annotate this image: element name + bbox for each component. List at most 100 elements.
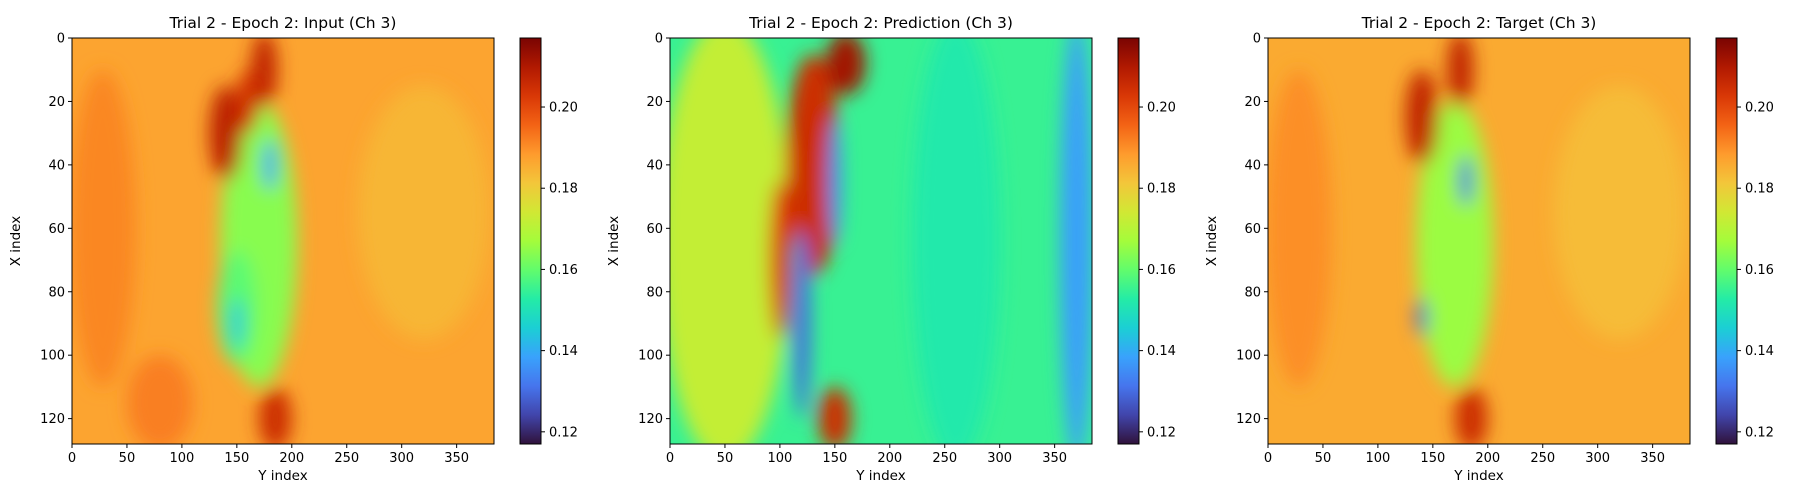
y-tick-label: 0: [655, 32, 663, 47]
x-axis-label: Y index: [257, 468, 307, 484]
heatmap-feature: [768, 180, 791, 340]
chart-title: Trial 2 - Epoch 2: Prediction (Ch 3): [748, 14, 1013, 32]
x-tick-label: 200: [279, 451, 304, 466]
y-tick-label: 120: [638, 412, 663, 427]
x-tick-label: 100: [767, 451, 792, 466]
heatmap-feature: [826, 38, 866, 96]
x-tick-label: 150: [822, 451, 847, 466]
x-axis-label: Y index: [1453, 468, 1503, 484]
y-tick-label: 40: [1244, 158, 1261, 173]
x-tick-label: 0: [666, 451, 674, 466]
colorbar-tick-label: 0.14: [1745, 344, 1774, 359]
heatmap-feature: [1060, 38, 1092, 444]
x-tick-label: 250: [1530, 451, 1555, 466]
x-tick-label: 150: [1420, 451, 1445, 466]
x-axis-label: Y index: [855, 468, 905, 484]
heatmap-feature: [1553, 85, 1686, 340]
y-tick-label: 60: [646, 222, 663, 237]
heatmap-svg: Trial 2 - Epoch 2: Input (Ch 3) 0 50 100 150…: [8, 14, 578, 484]
colorbar-tick-label: 0.16: [549, 263, 578, 278]
heatmap-feature: [785, 53, 841, 276]
y-tick-label: 40: [48, 158, 65, 173]
chart-title: Trial 2 - Epoch 2: Input (Ch 3): [169, 14, 397, 32]
x-tick-label: 200: [1475, 451, 1500, 466]
y-tick-label: 60: [48, 222, 65, 237]
colorbar-tick-label: 0.16: [1745, 263, 1774, 278]
axes-frame: [71, 37, 495, 445]
chart-title: Trial 2 - Epoch 2: Target (Ch 3): [1361, 14, 1597, 32]
heatmap-feature: [231, 298, 243, 349]
colorbar-tick-label: 0.20: [1147, 101, 1176, 116]
colorbar-tick-label: 0.16: [1147, 263, 1176, 278]
heatmap-feature: [828, 117, 842, 245]
heatmap-panel-1: Trial 2 - Epoch 2: Input (Ch 3) 0 50 100 150…: [0, 0, 600, 500]
heatmap-feature: [236, 69, 259, 134]
x-tick-label: 100: [169, 451, 194, 466]
x-tick-label: 0: [68, 451, 76, 466]
y-tick-label: 20: [1244, 95, 1261, 110]
colorbar: [1715, 37, 1738, 445]
y-tick-label: 20: [48, 95, 65, 110]
heatmap-feature: [126, 355, 193, 444]
y-tick-label: 0: [57, 32, 65, 47]
colorbar-tick-label: 0.18: [549, 182, 578, 197]
heatmap-feature: [1405, 69, 1439, 165]
y-tick-label: 40: [646, 158, 663, 173]
heatmap-field: [1268, 38, 1690, 444]
x-tick-label: 300: [987, 451, 1012, 466]
x-tick-label: 350: [1042, 451, 1067, 466]
y-axis-label: X index: [8, 216, 24, 266]
colorbar-tick-label: 0.14: [1147, 344, 1176, 359]
x-tick-label: 300: [389, 451, 414, 466]
x-tick-label: 150: [224, 451, 249, 466]
x-tick-label: 50: [119, 451, 136, 466]
heatmap-feature: [258, 386, 292, 444]
x-tick-label: 100: [1365, 451, 1390, 466]
axes-frame: [1267, 37, 1691, 445]
y-tick-label: 80: [646, 285, 663, 300]
heatmap-feature: [72, 69, 136, 387]
colorbar-tick-label: 0.12: [1745, 425, 1774, 440]
x-tick-label: 0: [1264, 451, 1272, 466]
x-tick-label: 50: [1315, 451, 1332, 466]
heatmap-feature: [1416, 298, 1428, 337]
heatmap-feature: [911, 38, 1000, 444]
heatmap-feature: [1454, 386, 1488, 444]
heatmap-feature: [818, 386, 852, 444]
heatmap-panel-3: Trial 2 - Epoch 2: Target (Ch 3) 0 50 100 15…: [1196, 0, 1796, 500]
y-axis-label: X index: [1204, 216, 1220, 266]
y-axis-label: X index: [606, 216, 622, 266]
x-tick-label: 200: [877, 451, 902, 466]
heatmap-svg: Trial 2 - Epoch 2: Prediction (Ch 3) 0 50 1…: [606, 14, 1176, 484]
y-tick-label: 120: [1236, 412, 1261, 427]
y-tick-label: 100: [1236, 349, 1261, 364]
x-tick-label: 350: [444, 451, 469, 466]
x-tick-label: 350: [1640, 451, 1665, 466]
y-tick-label: 120: [40, 412, 65, 427]
x-tick-label: 250: [932, 451, 957, 466]
y-tick-label: 80: [1244, 285, 1261, 300]
heatmap-panel-2: Trial 2 - Epoch 2: Prediction (Ch 3) 0 50 1…: [598, 0, 1198, 500]
heatmap-field: [72, 38, 494, 444]
y-tick-label: 80: [48, 285, 65, 300]
colorbar-tick-label: 0.14: [549, 344, 578, 359]
heatmap-feature: [670, 38, 791, 444]
heatmap-feature: [209, 85, 243, 181]
colorbar-tick-label: 0.18: [1147, 182, 1176, 197]
heatmap-feature: [1416, 101, 1494, 387]
y-tick-label: 60: [1244, 222, 1261, 237]
y-tick-label: 100: [638, 349, 663, 364]
heatmap-feature: [793, 228, 811, 419]
heatmap-svg: Trial 2 - Epoch 2: Target (Ch 3) 0 50 100 15…: [1204, 14, 1774, 484]
heatmap-feature: [1459, 155, 1473, 207]
y-tick-label: 20: [646, 95, 663, 110]
colorbar-tick-label: 0.18: [1745, 182, 1774, 197]
colorbar-tick-label: 0.20: [549, 101, 578, 116]
x-tick-label: 250: [334, 451, 359, 466]
colorbar-tick-label: 0.12: [549, 425, 578, 440]
colorbar-tick-label: 0.20: [1745, 101, 1774, 116]
heatmap-field: [670, 38, 1092, 444]
y-tick-label: 0: [1253, 32, 1261, 47]
heatmap-feature: [263, 139, 277, 191]
heatmap-feature: [1447, 38, 1474, 108]
